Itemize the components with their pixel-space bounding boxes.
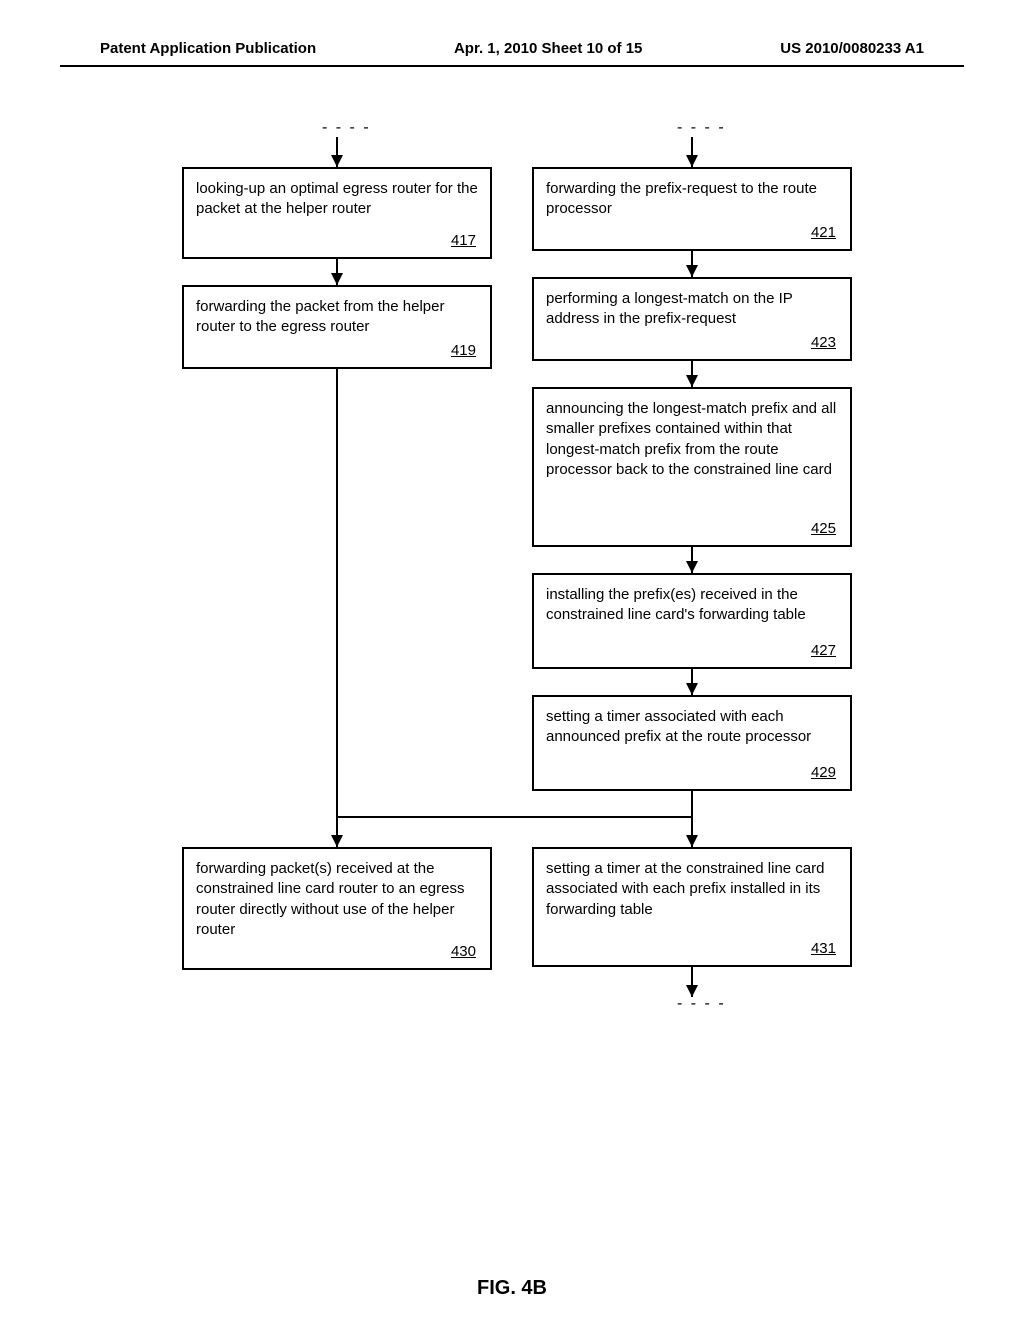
step-431: setting a timer at the constrained line … xyxy=(532,847,852,967)
page: Patent Application Publication Apr. 1, 2… xyxy=(0,0,1024,1320)
step-423: performing a longest-match on the IP add… xyxy=(532,277,852,361)
step-text: looking-up an optimal egress router for … xyxy=(196,180,478,217)
step-427: installing the prefix(es) received in th… xyxy=(532,573,852,669)
continuation-dash-bottom: - - - - xyxy=(677,995,726,1013)
figure-label: FIG. 4B xyxy=(477,1277,547,1300)
step-number: 419 xyxy=(451,341,476,361)
step-text: setting a timer at the constrained line … xyxy=(546,860,824,918)
step-text: announcing the longest-match prefix and … xyxy=(546,400,836,478)
step-text: setting a timer associated with each ann… xyxy=(546,708,811,745)
page-header: Patent Application Publication Apr. 1, 2… xyxy=(60,40,964,67)
header-center: Apr. 1, 2010 Sheet 10 of 15 xyxy=(454,40,642,57)
step-number: 427 xyxy=(811,641,836,661)
step-430: forwarding packet(s) received at the con… xyxy=(182,847,492,970)
step-number: 425 xyxy=(811,519,836,539)
header-left: Patent Application Publication xyxy=(100,40,316,57)
step-text: forwarding the prefix-request to the rou… xyxy=(546,180,817,217)
step-421: forwarding the prefix-request to the rou… xyxy=(532,167,852,251)
step-number: 430 xyxy=(451,942,476,962)
step-number: 423 xyxy=(811,333,836,353)
step-429: setting a timer associated with each ann… xyxy=(532,695,852,791)
step-text: performing a longest-match on the IP add… xyxy=(546,290,793,327)
flowchart: - - - - - - - - - - - - looking-up an op… xyxy=(162,127,862,1127)
header-right: US 2010/0080233 A1 xyxy=(780,40,924,57)
step-417: looking-up an optimal egress router for … xyxy=(182,167,492,259)
continuation-dash-top-left: - - - - xyxy=(322,119,371,137)
step-text: installing the prefix(es) received in th… xyxy=(546,586,806,623)
step-number: 417 xyxy=(451,231,476,251)
continuation-dash-top-right: - - - - xyxy=(677,119,726,137)
step-text: forwarding packet(s) received at the con… xyxy=(196,860,464,938)
step-number: 429 xyxy=(811,763,836,783)
step-419: forwarding the packet from the helper ro… xyxy=(182,285,492,369)
step-text: forwarding the packet from the helper ro… xyxy=(196,298,444,335)
step-number: 431 xyxy=(811,939,836,959)
step-number: 421 xyxy=(811,223,836,243)
step-425: announcing the longest-match prefix and … xyxy=(532,387,852,547)
